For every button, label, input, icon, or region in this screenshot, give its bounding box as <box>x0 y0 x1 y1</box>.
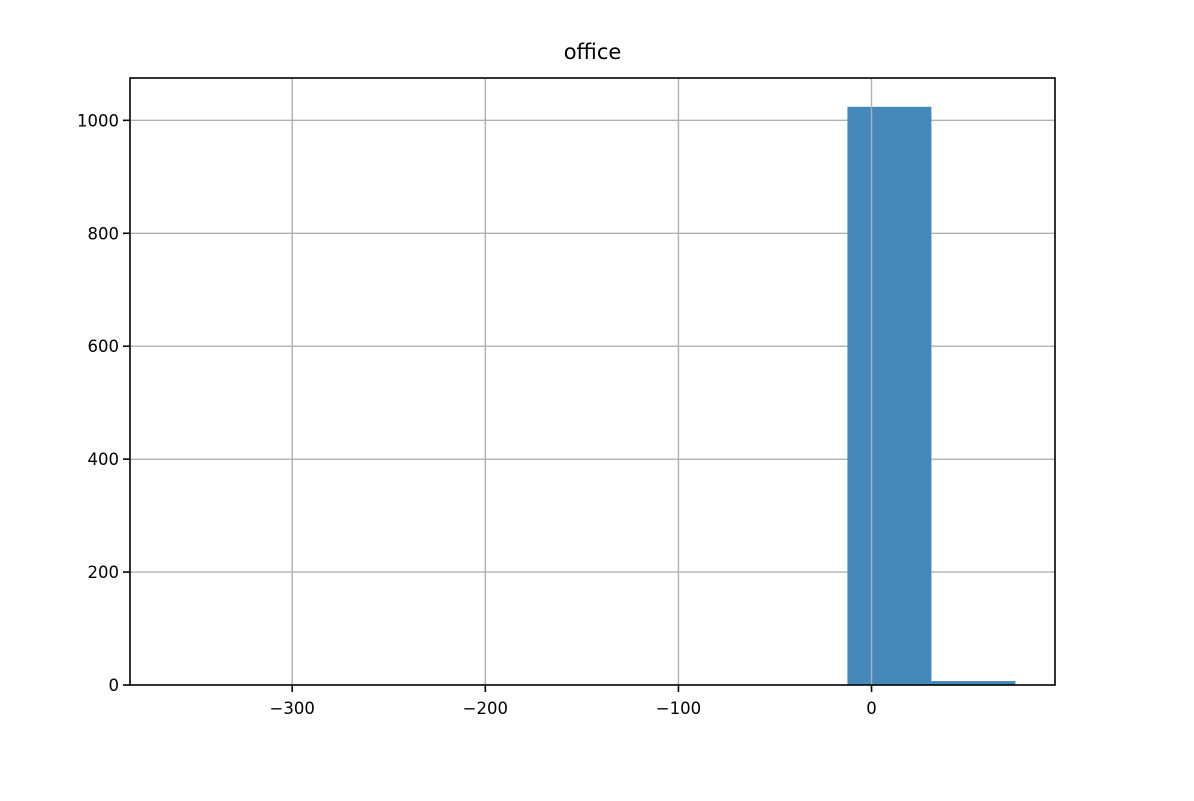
y-tick-label: 1000 <box>77 111 119 130</box>
histogram-bar <box>847 106 932 685</box>
x-tick-label: 0 <box>866 699 877 718</box>
y-tick-label: 600 <box>88 337 120 356</box>
histogram-bar <box>931 681 1016 685</box>
y-tick-label: 0 <box>109 676 120 695</box>
plot-frame <box>129 77 1056 686</box>
x-tick-label: −300 <box>270 699 315 718</box>
bars <box>847 106 1016 685</box>
y-tick-label: 400 <box>88 450 120 469</box>
y-tick-label: 200 <box>88 563 120 582</box>
y-tick-label: 800 <box>88 224 120 243</box>
grid-lines-over-bars <box>291 78 873 685</box>
x-axis: −300 −200 −100 0 <box>270 685 877 718</box>
x-tick-label: −200 <box>463 699 508 718</box>
x-tick-label: −100 <box>656 699 701 718</box>
chart-title: office <box>564 40 622 64</box>
y-axis: 0 200 400 600 800 1000 <box>77 111 130 695</box>
